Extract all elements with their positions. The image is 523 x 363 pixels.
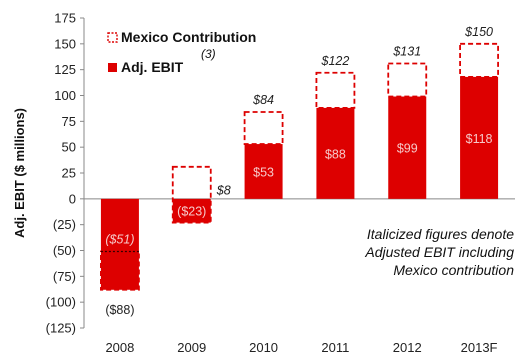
y-axis-title: Adj. EBIT ($ millions) — [12, 108, 27, 238]
legend-swatch-ebit — [108, 63, 117, 72]
y-tick-label: (50) — [53, 243, 76, 258]
ebit-value-label: ($88) — [105, 303, 134, 317]
ebit-bar — [388, 96, 427, 199]
ebit-value-label: $88 — [325, 147, 346, 161]
y-tick-label: (75) — [53, 269, 76, 284]
mexico-contribution-box — [315, 71, 356, 109]
x-category-label: 2012 — [393, 340, 422, 355]
total-value-label: $8 — [216, 184, 231, 198]
x-category-label: 2013F — [461, 340, 498, 355]
y-tick-label: 50 — [62, 140, 76, 155]
annotation-line: Italicized figures denote — [367, 226, 514, 242]
total-value-label: $131 — [392, 44, 421, 58]
ebit-value-label: ($23) — [177, 205, 206, 219]
y-tick-label: (100) — [46, 295, 76, 310]
y-tick-label: 175 — [54, 11, 76, 26]
annotation-line: Mexico contribution — [393, 262, 514, 278]
total-value-label: ($51) — [105, 233, 134, 247]
mexico-contribution-box — [459, 42, 499, 78]
total-value-label: $150 — [464, 25, 493, 39]
y-tick-label: 100 — [54, 88, 76, 103]
mexico-contribution-box — [100, 250, 140, 291]
x-category-label: 2008 — [105, 340, 134, 355]
ebit-value-label: $118 — [466, 132, 493, 146]
mexico-contribution-box — [243, 111, 284, 145]
legend-footnote-marker: (3) — [201, 47, 216, 61]
legend-label-mexico: Mexico Contribution — [121, 29, 256, 45]
y-tick-label: 125 — [54, 62, 76, 77]
ebit-bar — [316, 107, 355, 199]
y-tick-label: 25 — [62, 166, 76, 181]
mexico-contribution-box — [171, 165, 212, 224]
ebit-value-label: $53 — [253, 165, 274, 179]
x-category-label: 2011 — [321, 340, 349, 355]
legend-swatch-mexico — [107, 32, 118, 43]
ebit-bar — [244, 144, 283, 199]
y-tick-label: 75 — [62, 114, 76, 129]
y-tick-label: 0 — [69, 191, 76, 206]
x-category-label: 2009 — [177, 340, 206, 355]
annotation-line: Adjusted EBIT including — [364, 244, 514, 260]
ebit-value-label: $99 — [397, 142, 418, 156]
y-tick-label: 150 — [54, 36, 76, 51]
y-tick-label: (25) — [53, 217, 76, 232]
ebit-bar — [460, 76, 499, 199]
y-tick-label: (125) — [46, 321, 76, 336]
total-value-label: $84 — [252, 93, 274, 107]
ebit-bar — [100, 198, 139, 290]
ebit-bar — [172, 198, 211, 223]
legend-label-ebit: Adj. EBIT — [121, 59, 184, 75]
total-value-label: $122 — [321, 54, 350, 68]
x-category-label: 2010 — [249, 340, 278, 355]
mexico-contribution-box — [387, 62, 428, 98]
